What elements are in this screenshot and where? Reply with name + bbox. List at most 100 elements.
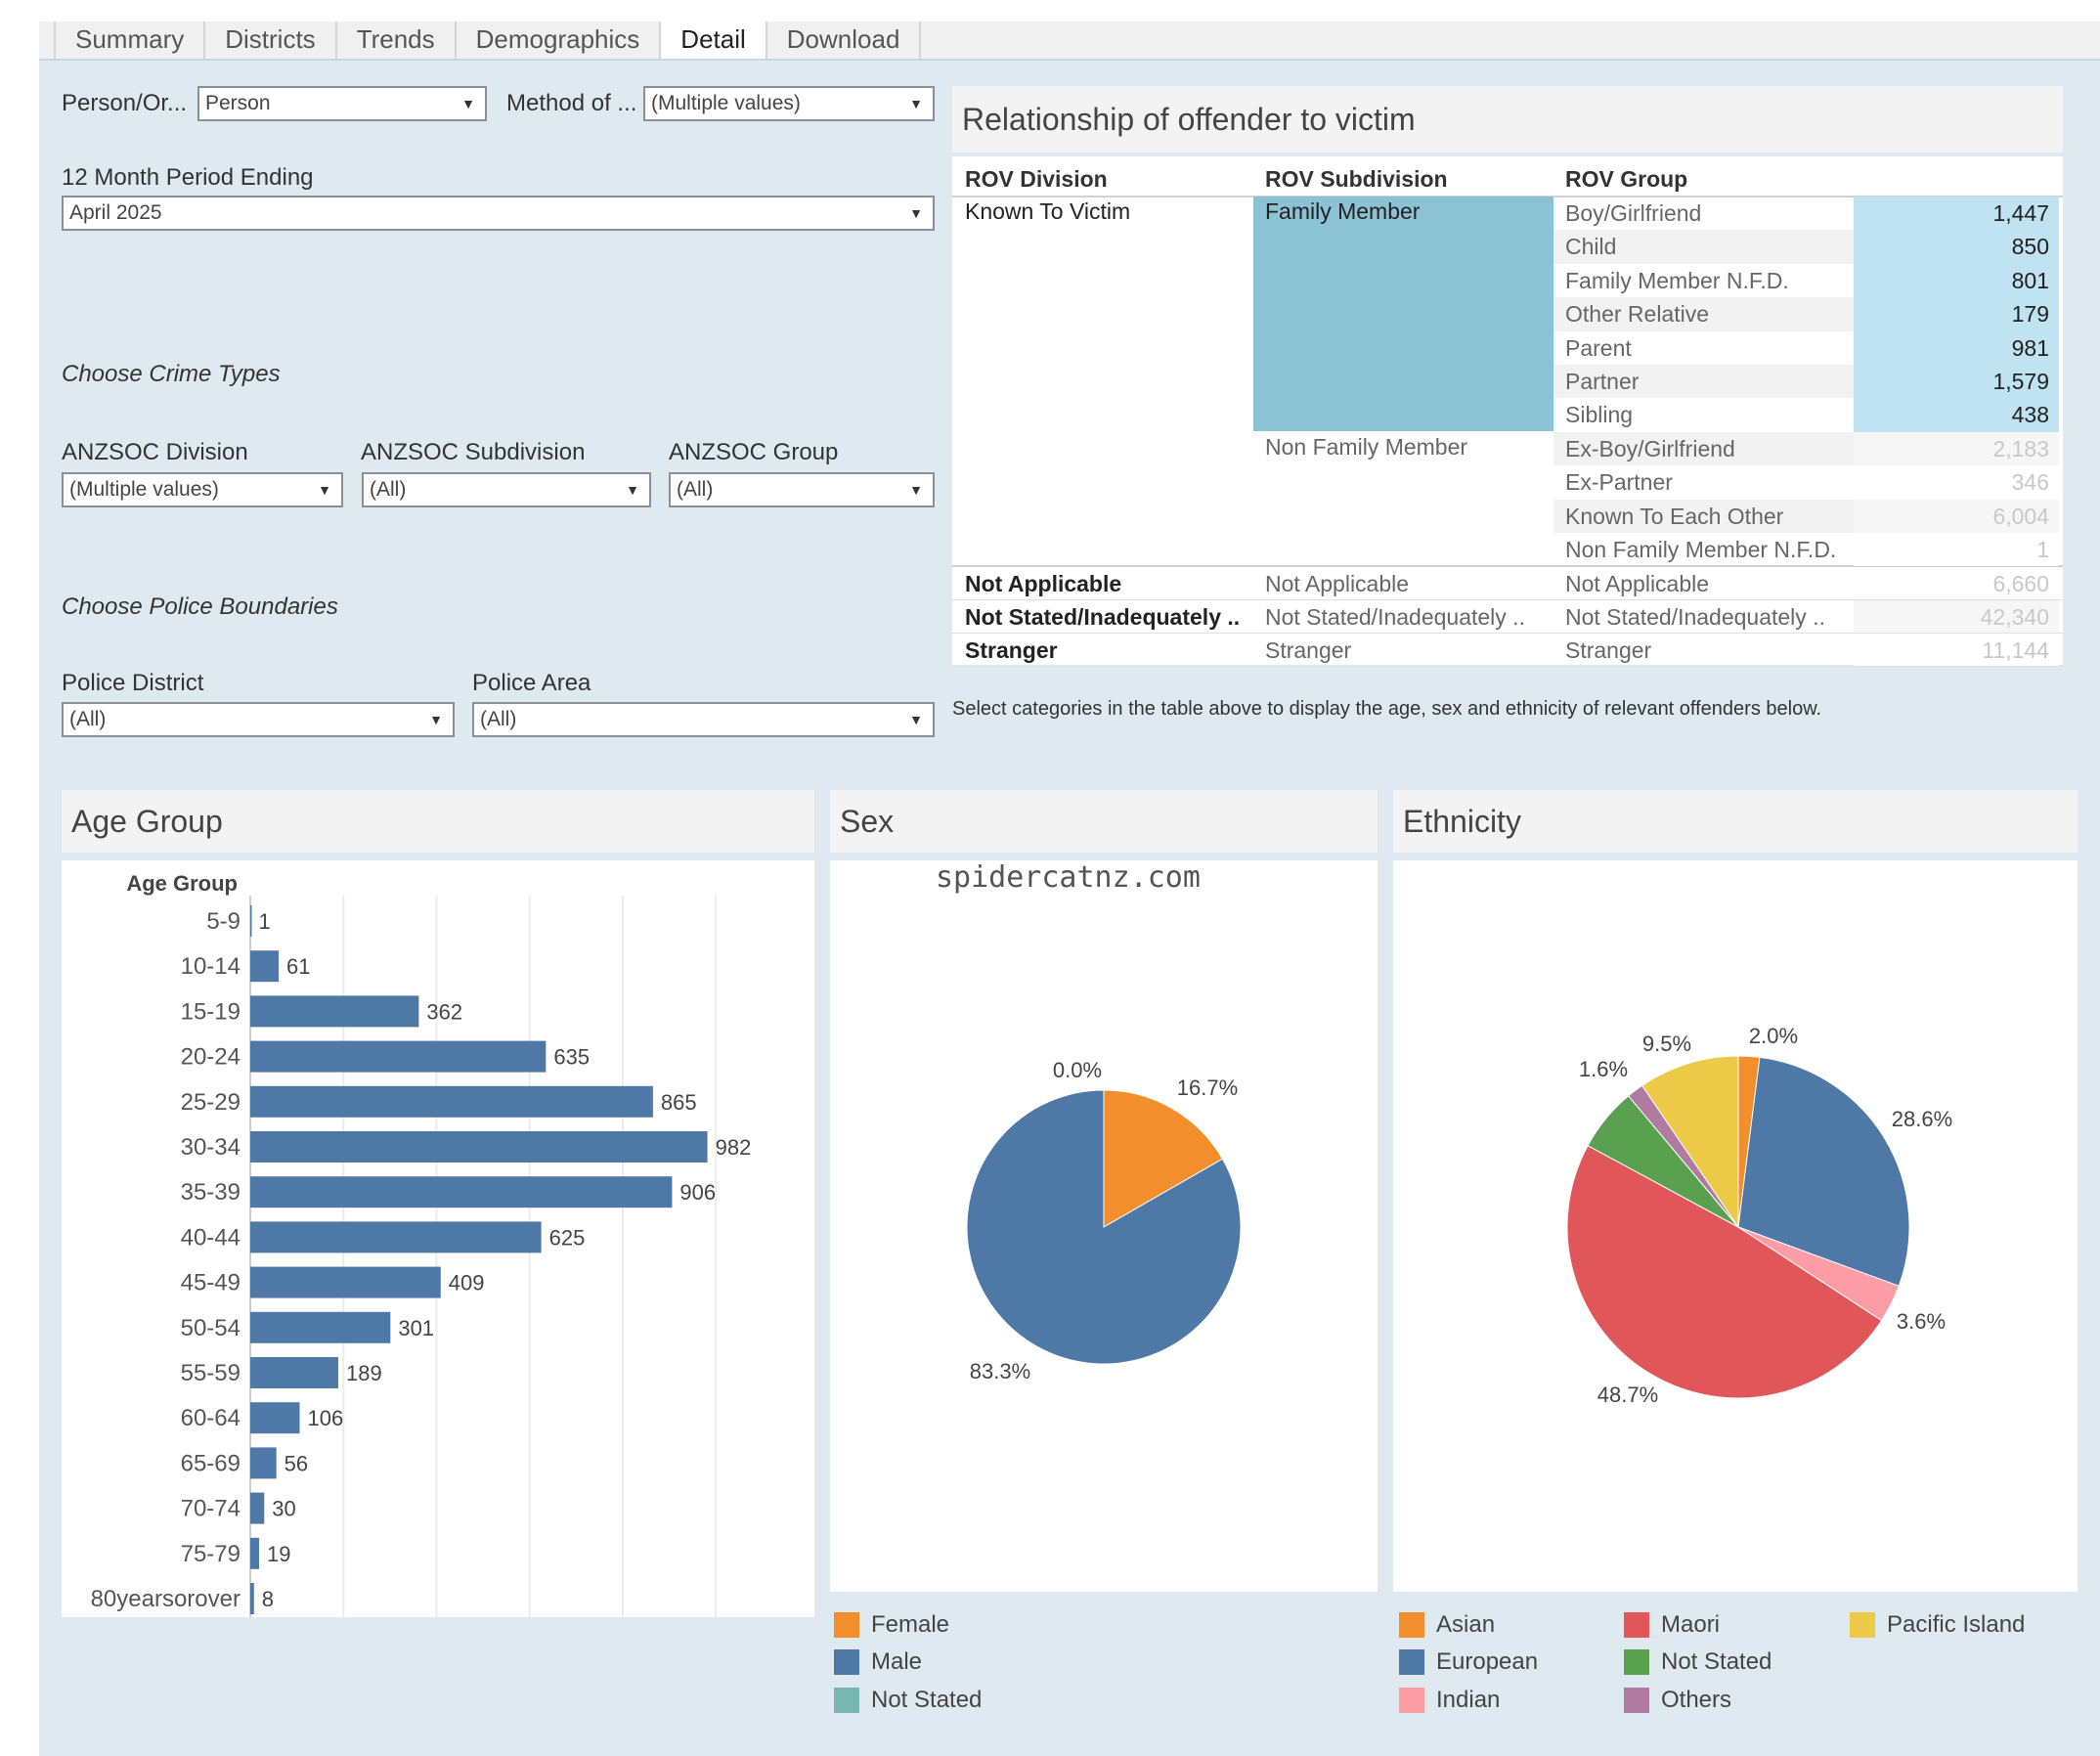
rov-group-label[interactable]: Ex-Boy/Girlfriend bbox=[1565, 435, 1735, 461]
divider bbox=[952, 666, 2063, 667]
legend-item[interactable]: Maori bbox=[1624, 1611, 1720, 1639]
rov-group-value[interactable]: 6,004 bbox=[1854, 499, 2059, 533]
legend-item[interactable]: Indian bbox=[1399, 1687, 1500, 1714]
rov-group-value[interactable]: 1,579 bbox=[1854, 365, 2059, 399]
bar[interactable] bbox=[250, 1447, 277, 1479]
legend-item[interactable]: Not Stated bbox=[1624, 1648, 1772, 1676]
rov-group-value[interactable]: 179 bbox=[1854, 297, 2059, 331]
crime-types-heading: Choose Crime Types bbox=[62, 361, 281, 387]
bar[interactable] bbox=[250, 995, 419, 1028]
bar[interactable] bbox=[250, 905, 252, 937]
tick-label: 30-34 bbox=[181, 1134, 241, 1161]
bar[interactable] bbox=[250, 1357, 338, 1388]
anzsoc-subdivision-dropdown[interactable]: (All) ▼ bbox=[362, 472, 651, 507]
person-org-dropdown[interactable]: Person ▼ bbox=[197, 86, 487, 121]
bar[interactable] bbox=[250, 1176, 673, 1208]
tab-bar: Summary Districts Trends Demographics De… bbox=[54, 22, 922, 61]
ethnicity-panel-title: Ethnicity bbox=[1393, 790, 2078, 853]
rov-subdivision-family[interactable]: Family Member bbox=[1265, 198, 1421, 224]
sex-panel-title: Sex bbox=[830, 790, 1378, 853]
bar[interactable] bbox=[250, 1085, 653, 1118]
bar[interactable] bbox=[250, 1266, 441, 1298]
tab-summary[interactable]: Summary bbox=[54, 22, 206, 61]
rov-group-value[interactable]: 801 bbox=[1854, 263, 2059, 298]
legend-item[interactable]: European bbox=[1399, 1648, 1538, 1676]
rov-group-label[interactable]: Ex-Partner bbox=[1565, 469, 1673, 496]
legend-item[interactable]: Others bbox=[1624, 1687, 1731, 1714]
anzsoc-division-dropdown[interactable]: (Multiple values) ▼ bbox=[62, 472, 343, 507]
legend-label: Pacific Island bbox=[1887, 1611, 2026, 1638]
rov-group-label[interactable]: Parent bbox=[1565, 334, 1632, 361]
data-label: 9.5% bbox=[1642, 1032, 1691, 1056]
rov-group-value[interactable]: 850 bbox=[1854, 230, 2059, 264]
rov-group-value[interactable]: 2,183 bbox=[1854, 431, 2059, 466]
rov-division-label[interactable]: Not Stated/Inadequately .. bbox=[965, 604, 1241, 630]
rov-group-label[interactable]: Stranger bbox=[1565, 637, 1652, 663]
rov-group-label[interactable]: Partner bbox=[1565, 369, 1640, 394]
legend-item[interactable]: Not Stated bbox=[834, 1687, 982, 1714]
pie-slice[interactable] bbox=[1641, 1055, 1739, 1229]
rov-group-value[interactable]: 438 bbox=[1854, 398, 2059, 432]
rov-subdivision-family-cell[interactable] bbox=[1253, 197, 1553, 431]
bar[interactable] bbox=[250, 1131, 708, 1163]
rov-division-known[interactable]: Known To Victim bbox=[965, 198, 1131, 224]
tab-districts[interactable]: Districts bbox=[205, 22, 337, 61]
rov-group-label[interactable]: Sibling bbox=[1565, 402, 1634, 428]
pie-slice[interactable] bbox=[1737, 1056, 1910, 1287]
bar[interactable] bbox=[250, 1311, 391, 1343]
legend-swatch bbox=[1399, 1688, 1424, 1713]
bar[interactable] bbox=[250, 1402, 300, 1434]
data-label: 106 bbox=[307, 1406, 343, 1430]
pie-slice[interactable] bbox=[1566, 1144, 1883, 1399]
rov-group-value[interactable]: 981 bbox=[1854, 330, 2059, 365]
legend-item[interactable]: Female bbox=[834, 1611, 949, 1639]
bar[interactable] bbox=[250, 1221, 542, 1253]
rov-division-label[interactable]: Not Applicable bbox=[965, 571, 1122, 596]
legend-item[interactable]: Pacific Island bbox=[1850, 1611, 2025, 1639]
pie-slice[interactable] bbox=[1103, 1089, 1224, 1228]
rov-group-label[interactable]: Other Relative bbox=[1565, 301, 1710, 328]
rov-subdivision-label[interactable]: Not Applicable bbox=[1265, 571, 1410, 596]
rov-group-value[interactable]: 42,340 bbox=[1854, 600, 2059, 634]
bar[interactable] bbox=[250, 1537, 260, 1569]
rov-group-label[interactable]: Not Stated/Inadequately .. bbox=[1565, 604, 1825, 630]
rov-group-value[interactable]: 1 bbox=[1854, 533, 2059, 567]
period-dropdown[interactable]: April 2025 ▼ bbox=[62, 196, 935, 231]
rov-group-label[interactable]: Known To Each Other bbox=[1565, 503, 1784, 529]
rov-group-value[interactable]: 6,660 bbox=[1854, 567, 2059, 600]
rov-subdivision-label[interactable]: Stranger bbox=[1265, 637, 1352, 663]
rov-group-value[interactable]: 346 bbox=[1854, 465, 2059, 500]
rov-group-label[interactable]: Boy/Girlfriend bbox=[1565, 200, 1702, 226]
bar[interactable] bbox=[250, 950, 280, 983]
police-district-value: (All) bbox=[69, 708, 107, 730]
bar[interactable] bbox=[250, 1040, 547, 1073]
rov-subdivision-label[interactable]: Not Stated/Inadequately .. bbox=[1265, 604, 1525, 630]
police-district-dropdown[interactable]: (All) ▼ bbox=[62, 702, 455, 737]
age-axis-label: Age Group bbox=[126, 871, 238, 896]
rov-group-label[interactable]: Not Applicable bbox=[1565, 571, 1710, 596]
police-area-label: Police Area bbox=[472, 670, 591, 696]
rov-group-label[interactable]: Non Family Member N.F.D. bbox=[1565, 537, 1837, 562]
rov-subdivision-nonfamily[interactable]: Non Family Member bbox=[1265, 434, 1468, 460]
data-label: 56 bbox=[284, 1451, 308, 1475]
rov-group-value[interactable]: 11,144 bbox=[1854, 634, 2059, 667]
rov-division-label[interactable]: Stranger bbox=[965, 637, 1058, 663]
pie-slice[interactable] bbox=[966, 1089, 1242, 1365]
tab-download[interactable]: Download bbox=[767, 22, 922, 61]
anzsoc-group-dropdown[interactable]: (All) ▼ bbox=[669, 472, 935, 507]
tab-demographics[interactable]: Demographics bbox=[457, 22, 662, 61]
tab-detail[interactable]: Detail bbox=[661, 22, 767, 61]
legend-swatch bbox=[834, 1612, 859, 1638]
bar[interactable] bbox=[250, 1583, 254, 1614]
method-dropdown[interactable]: (Multiple values) ▼ bbox=[643, 86, 935, 121]
legend-label: Maori bbox=[1661, 1611, 1721, 1638]
rov-group-value[interactable]: 1,447 bbox=[1854, 197, 2059, 231]
legend-item[interactable]: Asian bbox=[1399, 1611, 1495, 1639]
bar[interactable] bbox=[250, 1492, 265, 1524]
legend-swatch bbox=[1624, 1649, 1649, 1675]
police-area-dropdown[interactable]: (All) ▼ bbox=[472, 702, 935, 737]
tab-trends[interactable]: Trends bbox=[337, 22, 457, 61]
legend-item[interactable]: Male bbox=[834, 1648, 922, 1676]
rov-group-label[interactable]: Family Member N.F.D. bbox=[1565, 267, 1789, 293]
rov-group-label[interactable]: Child bbox=[1565, 234, 1617, 260]
